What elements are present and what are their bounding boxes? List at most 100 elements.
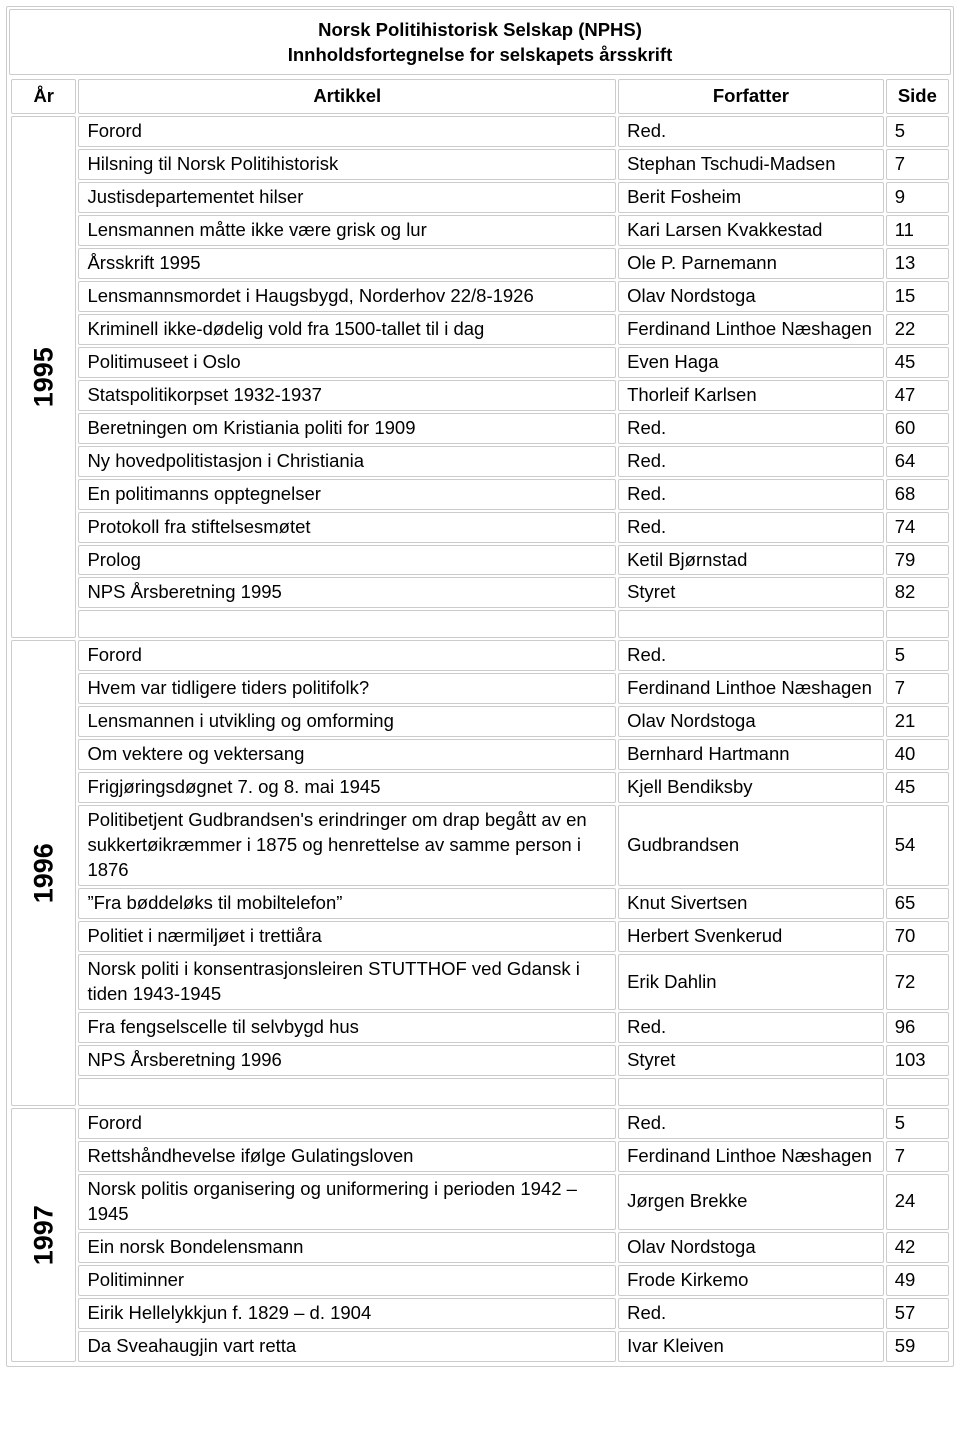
forfatter-cell: Thorleif Karlsen: [618, 380, 884, 411]
table-row: Politiet i nærmiljøet i trettiåraHerbert…: [11, 921, 949, 952]
table-row: Lensmannen i utvikling og omformingOlav …: [11, 706, 949, 737]
artikkel-cell: Fra fengselscelle til selvbygd hus: [78, 1012, 616, 1043]
artikkel-cell: Om vektere og vektersang: [78, 739, 616, 770]
artikkel-cell: ”Fra bøddeløks til mobiltelefon”: [78, 888, 616, 919]
side-cell: 54: [886, 805, 949, 886]
table-row: Årsskrift 1995Ole P. Parnemann13: [11, 248, 949, 279]
side-cell: 5: [886, 1108, 949, 1139]
artikkel-cell: Norsk politi i konsentrasjonsleiren STUT…: [78, 954, 616, 1010]
forfatter-cell: Red.: [618, 116, 884, 147]
forfatter-cell: Styret: [618, 577, 884, 608]
table-row: Politimuseet i OsloEven Haga45: [11, 347, 949, 378]
side-cell: 57: [886, 1298, 949, 1329]
side-cell: 13: [886, 248, 949, 279]
blank-cell: [618, 610, 884, 638]
table-row: Eirik Hellelykkjun f. 1829 – d. 1904Red.…: [11, 1298, 949, 1329]
forfatter-cell: Olav Nordstoga: [618, 281, 884, 312]
side-cell: 40: [886, 739, 949, 770]
side-cell: 22: [886, 314, 949, 345]
forfatter-cell: Stephan Tschudi-Madsen: [618, 149, 884, 180]
side-cell: 45: [886, 347, 949, 378]
side-cell: 7: [886, 149, 949, 180]
table-row: Protokoll fra stiftelsesmøtetRed.74: [11, 512, 949, 543]
header-side: Side: [886, 79, 949, 114]
artikkel-cell: Lensmannen måtte ikke være grisk og lur: [78, 215, 616, 246]
artikkel-cell: Da Sveahaugjin vart retta: [78, 1331, 616, 1362]
forfatter-cell: Styret: [618, 1045, 884, 1076]
blank-cell: [886, 1078, 949, 1106]
side-cell: 103: [886, 1045, 949, 1076]
artikkel-cell: Hilsning til Norsk Politihistorisk: [78, 149, 616, 180]
table-row: Statspolitikorpset 1932-1937Thorleif Kar…: [11, 380, 949, 411]
artikkel-cell: Rettshåndhevelse ifølge Gulatingsloven: [78, 1141, 616, 1172]
blank-cell: [78, 1078, 616, 1106]
artikkel-cell: Forord: [78, 640, 616, 671]
side-cell: 21: [886, 706, 949, 737]
table-row: PrologKetil Bjørnstad79: [11, 545, 949, 576]
forfatter-cell: Red.: [618, 1108, 884, 1139]
side-cell: 59: [886, 1331, 949, 1362]
table-row: Kriminell ikke-dødelig vold fra 1500-tal…: [11, 314, 949, 345]
side-cell: 74: [886, 512, 949, 543]
forfatter-cell: Ole P. Parnemann: [618, 248, 884, 279]
table-row: Rettshåndhevelse ifølge GulatingslovenFe…: [11, 1141, 949, 1172]
table-row: 1997ForordRed.5: [11, 1108, 949, 1139]
artikkel-cell: Statspolitikorpset 1932-1937: [78, 380, 616, 411]
year-cell: 1996: [11, 640, 76, 1106]
header-row: År Artikkel Forfatter Side: [11, 79, 949, 114]
forfatter-cell: Jørgen Brekke: [618, 1174, 884, 1230]
spacer-row: [11, 1078, 949, 1106]
table-row: 1996ForordRed.5: [11, 640, 949, 671]
table-row: NPS Årsberetning 1995Styret82: [11, 577, 949, 608]
blank-cell: [618, 1078, 884, 1106]
side-cell: 5: [886, 116, 949, 147]
forfatter-cell: Berit Fosheim: [618, 182, 884, 213]
artikkel-cell: Kriminell ikke-dødelig vold fra 1500-tal…: [78, 314, 616, 345]
side-cell: 65: [886, 888, 949, 919]
artikkel-cell: NPS Årsberetning 1995: [78, 577, 616, 608]
artikkel-cell: Lensmannsmordet i Haugsbygd, Norderhov 2…: [78, 281, 616, 312]
artikkel-cell: Ny hovedpolitistasjon i Christiania: [78, 446, 616, 477]
artikkel-cell: En politimanns opptegnelser: [78, 479, 616, 510]
forfatter-cell: Knut Sivertsen: [618, 888, 884, 919]
artikkel-cell: Eirik Hellelykkjun f. 1829 – d. 1904: [78, 1298, 616, 1329]
forfatter-cell: Ferdinand Linthoe Næshagen: [618, 673, 884, 704]
forfatter-cell: Bernhard Hartmann: [618, 739, 884, 770]
forfatter-cell: Kari Larsen Kvakkestad: [618, 215, 884, 246]
table-row: Hilsning til Norsk PolitihistoriskStepha…: [11, 149, 949, 180]
table-row: Ny hovedpolitistasjon i ChristianiaRed.6…: [11, 446, 949, 477]
artikkel-cell: Forord: [78, 1108, 616, 1139]
side-cell: 79: [886, 545, 949, 576]
table-row: Ein norsk BondelensmannOlav Nordstoga42: [11, 1232, 949, 1263]
table-row: PolitiminnerFrode Kirkemo49: [11, 1265, 949, 1296]
table-row: Om vektere og vektersangBernhard Hartman…: [11, 739, 949, 770]
table-row: Da Sveahaugjin vart rettaIvar Kleiven59: [11, 1331, 949, 1362]
forfatter-cell: Gudbrandsen: [618, 805, 884, 886]
forfatter-cell: Ketil Bjørnstad: [618, 545, 884, 576]
table-row: 1995ForordRed.5: [11, 116, 949, 147]
artikkel-cell: Prolog: [78, 545, 616, 576]
year-label: 1995: [26, 345, 62, 408]
forfatter-cell: Red.: [618, 512, 884, 543]
artikkel-cell: NPS Årsberetning 1996: [78, 1045, 616, 1076]
artikkel-cell: Justisdepartementet hilser: [78, 182, 616, 213]
artikkel-cell: Ein norsk Bondelensmann: [78, 1232, 616, 1263]
artikkel-cell: Frigjøringsdøgnet 7. og 8. mai 1945: [78, 772, 616, 803]
header-year: År: [11, 79, 76, 114]
blank-cell: [78, 610, 616, 638]
title-line-2: Innholdsfortegnelse for selskapets årssk…: [288, 44, 673, 65]
side-cell: 82: [886, 577, 949, 608]
artikkel-cell: Beretningen om Kristiania politi for 190…: [78, 413, 616, 444]
side-cell: 5: [886, 640, 949, 671]
table-row: En politimanns opptegnelserRed.68: [11, 479, 949, 510]
artikkel-cell: Politimuseet i Oslo: [78, 347, 616, 378]
artikkel-cell: Politibetjent Gudbrandsen's erindringer …: [78, 805, 616, 886]
forfatter-cell: Frode Kirkemo: [618, 1265, 884, 1296]
forfatter-cell: Red.: [618, 1012, 884, 1043]
artikkel-cell: Forord: [78, 116, 616, 147]
side-cell: 60: [886, 413, 949, 444]
side-cell: 49: [886, 1265, 949, 1296]
side-cell: 45: [886, 772, 949, 803]
title-cell: Norsk Politihistorisk Selskap (NPHS) Inn…: [9, 9, 951, 75]
side-cell: 96: [886, 1012, 949, 1043]
